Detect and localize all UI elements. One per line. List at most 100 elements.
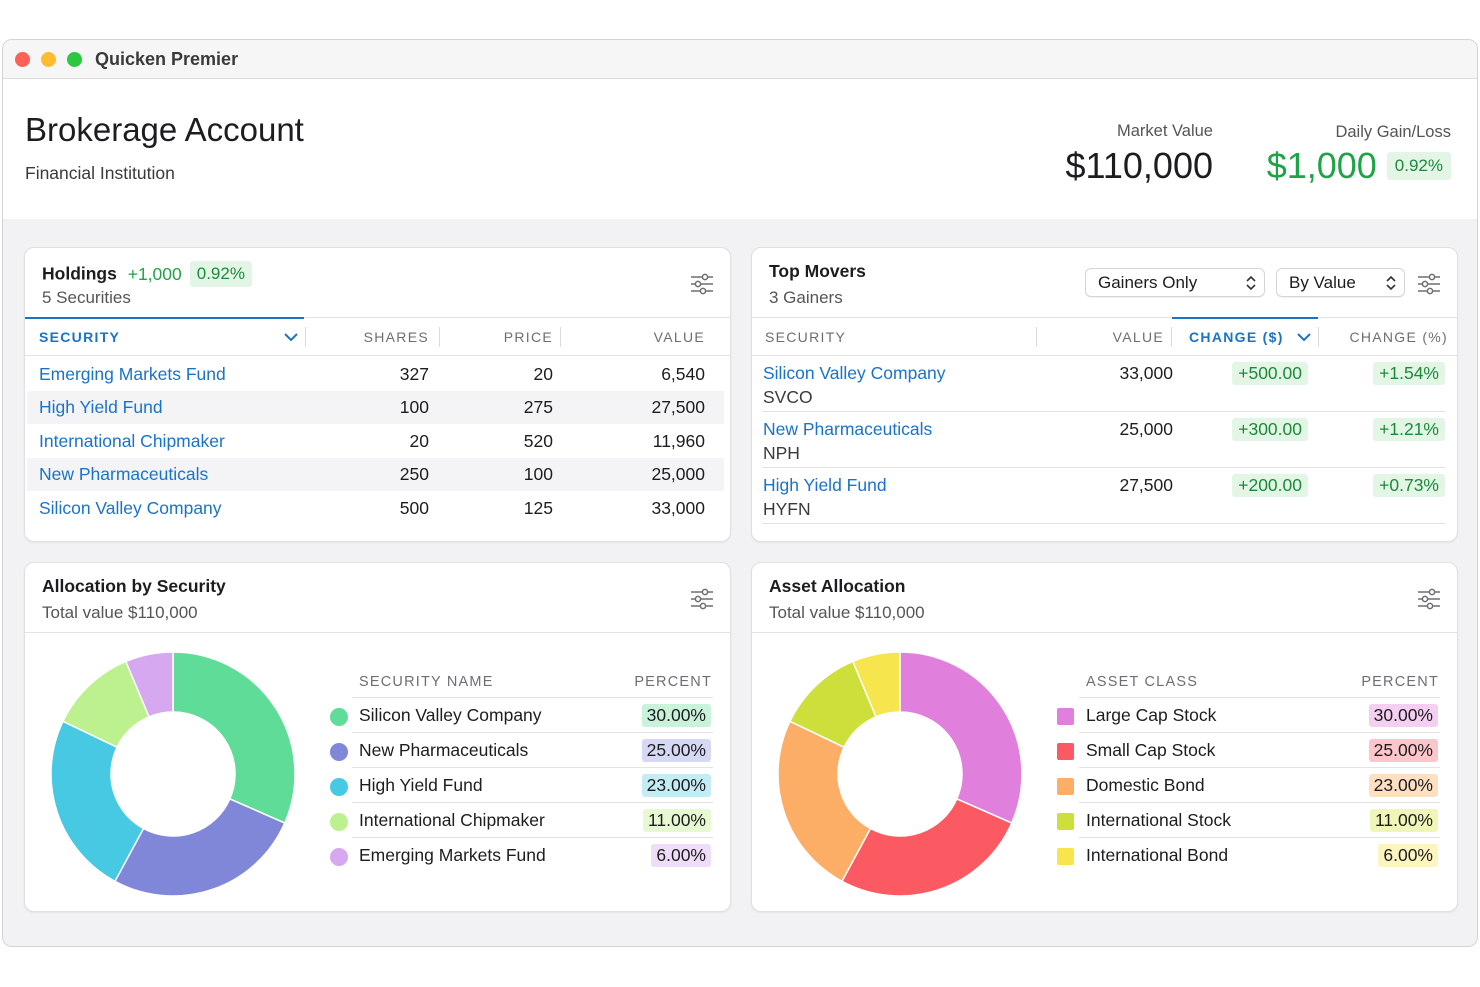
price-cell: 125 <box>523 498 553 518</box>
legend-percent-badge: 30.00% <box>641 704 711 727</box>
price-cell: 520 <box>523 431 553 451</box>
price-cell: 20 <box>533 364 553 384</box>
holdings-title-row: Holdings +1,000 0.92% <box>42 261 252 287</box>
legend-name: Large Cap Stock <box>1086 705 1217 725</box>
column-shares[interactable]: SHARES <box>363 329 429 345</box>
security-link[interactable]: High Yield Fund <box>763 475 887 495</box>
legend-item: New Pharmaceuticals 25.00% <box>330 732 713 767</box>
asset-allocation-subtitle: Total value $110,000 <box>769 603 925 622</box>
column-change-dollar[interactable]: CHANGE ($) <box>1189 329 1284 345</box>
legend-swatch <box>1057 848 1074 865</box>
change-dollar-badge: +300.00 <box>1232 418 1308 441</box>
change-dollar-badge: +500.00 <box>1232 362 1308 385</box>
asset-donut-chart <box>777 651 1023 897</box>
security-link[interactable]: International Chipmaker <box>39 431 225 451</box>
security-link[interactable]: New Pharmaceuticals <box>39 464 209 484</box>
legend-name: Emerging Markets Fund <box>359 845 546 865</box>
gain-loss-group: $1,000 0.92% <box>1267 145 1451 187</box>
value-cell: 25,000 <box>1119 419 1173 439</box>
security-donut-chart <box>50 651 296 897</box>
security-link[interactable]: Emerging Markets Fund <box>39 364 226 384</box>
column-security[interactable]: SECURITY <box>39 329 121 345</box>
table-row[interactable]: New Pharmaceuticals NPH 25,000 +300.00 +… <box>762 412 1445 468</box>
active-column-indicator <box>1172 317 1318 319</box>
column-divider <box>560 327 561 347</box>
donut-slice <box>50 720 145 883</box>
donut-slice <box>124 651 174 718</box>
gainers-filter-select[interactable]: Gainers Only <box>1085 268 1265 297</box>
account-header: Brokerage Account Financial Institution … <box>3 79 1477 219</box>
holdings-gain-pct-badge: 0.92% <box>189 261 252 287</box>
change-pct-badge: +0.73% <box>1373 474 1445 497</box>
market-value: $110,000 <box>1065 145 1213 186</box>
legend-percent-badge: 11.00% <box>642 809 711 832</box>
legend-name: Small Cap Stock <box>1086 740 1216 760</box>
title-bar: Quicken Premier <box>3 40 1477 79</box>
legend-percent-badge: 30.00% <box>1368 704 1438 727</box>
legend-item: International Bond 6.00% <box>1057 837 1440 872</box>
security-link[interactable]: Silicon Valley Company <box>39 498 222 518</box>
zoom-window-button[interactable] <box>67 51 82 67</box>
column-divider <box>439 327 440 347</box>
legend-swatch <box>330 778 348 796</box>
legend-item: Small Cap Stock 25.00% <box>1057 732 1440 767</box>
minimize-window-button[interactable] <box>41 51 56 67</box>
legend-name: Silicon Valley Company <box>359 705 542 725</box>
legend-item: Emerging Markets Fund 6.00% <box>330 837 713 872</box>
column-change-pct[interactable]: CHANGE (%) <box>1349 329 1448 345</box>
security-link[interactable]: High Yield Fund <box>39 397 163 417</box>
legend-name: International Chipmaker <box>359 810 545 830</box>
security-link[interactable]: New Pharmaceuticals <box>763 419 933 439</box>
sort-select[interactable]: By Value <box>1276 268 1405 297</box>
filter-settings-icon[interactable] <box>1417 273 1441 295</box>
legend-name: High Yield Fund <box>359 775 483 795</box>
legend-item: Large Cap Stock 30.00% <box>1057 697 1440 732</box>
legend-item: International Chipmaker 11.00% <box>330 802 713 837</box>
holdings-column-headers: SECURITY SHARES PRICE VALUE <box>25 317 730 356</box>
filter-settings-icon[interactable] <box>1417 588 1441 610</box>
security-link[interactable]: Silicon Valley Company <box>763 363 946 383</box>
gainers-filter-value: Gainers Only <box>1098 273 1198 292</box>
legend-swatch <box>1057 708 1074 725</box>
change-pct-badge: +1.54% <box>1373 362 1445 385</box>
legend-swatch <box>1057 778 1074 795</box>
column-divider <box>305 327 306 347</box>
top-movers-subtitle: 3 Gainers <box>769 288 843 307</box>
table-row[interactable]: High Yield Fund HYFN 27,500 +200.00 +0.7… <box>762 468 1445 524</box>
legend-swatch <box>330 848 348 866</box>
allocation-security-header: Allocation by Security Total value $110,… <box>25 563 730 633</box>
legend-swatch <box>1057 743 1074 760</box>
value-cell: 33,000 <box>1119 363 1173 383</box>
up-down-chevron-icon <box>1246 275 1256 291</box>
donut-slice <box>899 651 1023 824</box>
chevron-down-icon[interactable] <box>1297 332 1311 342</box>
donut-slice <box>113 797 286 897</box>
gain-loss-pct-badge: 0.92% <box>1386 152 1451 180</box>
holdings-card: Holdings +1,000 0.92% 5 Securities SECUR… <box>24 247 731 542</box>
legend-name: International Stock <box>1086 810 1231 830</box>
close-window-button[interactable] <box>15 51 30 67</box>
movers-column-headers: SECURITY VALUE CHANGE ($) CHANGE (%) <box>752 317 1457 356</box>
market-value-label: Market Value <box>1117 122 1213 140</box>
top-movers-title: Top Movers <box>769 261 866 281</box>
sort-value: By Value <box>1289 273 1356 292</box>
legend-name: New Pharmaceuticals <box>359 740 529 760</box>
legend-item: Domestic Bond 23.00% <box>1057 767 1440 802</box>
filter-settings-icon[interactable] <box>690 273 714 295</box>
table-row[interactable]: Silicon Valley Company SVCO 33,000 +500.… <box>762 356 1445 412</box>
column-value[interactable]: VALUE <box>653 329 705 345</box>
holdings-title: Holdings <box>42 263 117 284</box>
column-value[interactable]: VALUE <box>1112 329 1164 345</box>
column-security[interactable]: SECURITY <box>765 329 847 345</box>
legend-percent-badge: 25.00% <box>641 739 711 762</box>
top-movers-header: Top Movers 3 Gainers Gainers Only By Val… <box>752 248 1457 318</box>
legend-swatch <box>330 708 348 726</box>
filter-settings-icon[interactable] <box>690 588 714 610</box>
legend-swatch <box>1057 813 1074 830</box>
column-price[interactable]: PRICE <box>503 329 553 345</box>
legend-percent-badge: 23.00% <box>641 774 711 797</box>
column-divider <box>1318 327 1319 347</box>
chevron-down-icon[interactable] <box>284 332 298 342</box>
value-cell: 33,000 <box>651 498 705 518</box>
value-cell: 11,960 <box>652 431 705 451</box>
